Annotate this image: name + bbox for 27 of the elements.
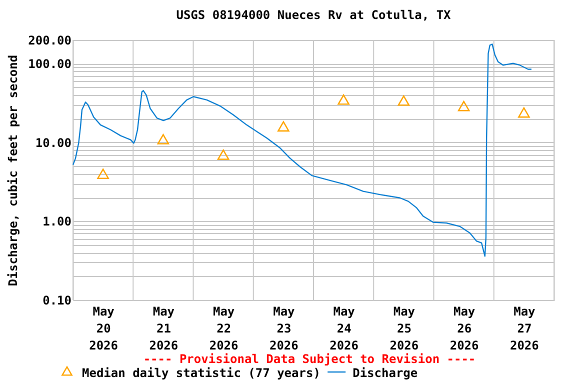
x-tick-label: May 23 2026	[269, 304, 298, 352]
point	[338, 94, 350, 105]
point	[278, 121, 290, 132]
y-axis-title: Discharge, cubic feet per second	[6, 54, 20, 286]
text: ---- Provisional Data Subject to Revision ----	[143, 352, 476, 366]
chart-title: USGS 08194000 Nueces Rv at Cotulla, TX	[176, 8, 452, 22]
point	[398, 95, 410, 106]
point	[157, 134, 170, 144]
point	[458, 100, 470, 112]
y-tick-label: 0.10	[42, 294, 72, 308]
x-tick-label: May 20 2026	[89, 304, 118, 352]
y-tick-label: 100.00	[28, 57, 72, 72]
x-tick-label: May 27 2026	[510, 304, 539, 352]
x-tick-label: May 24 2026	[330, 304, 359, 352]
point	[97, 168, 109, 180]
x-tick-label: May 22 2026	[209, 304, 238, 352]
x-tick-label: May 26 2026	[450, 304, 479, 352]
x-tick-label: May 25 2026	[390, 304, 419, 352]
point	[217, 149, 230, 160]
line-series	[72, 44, 532, 257]
y-tick-label: 1.00	[42, 214, 72, 229]
legend-label: Median daily statistic (77 years)	[82, 366, 320, 380]
point	[518, 107, 530, 118]
legend-label: Discharge	[352, 366, 418, 380]
y-tick-label: 10.00	[35, 136, 72, 150]
y-tick-label: 200.00	[28, 34, 72, 48]
x-tick-label: May 21 2026	[149, 304, 178, 352]
